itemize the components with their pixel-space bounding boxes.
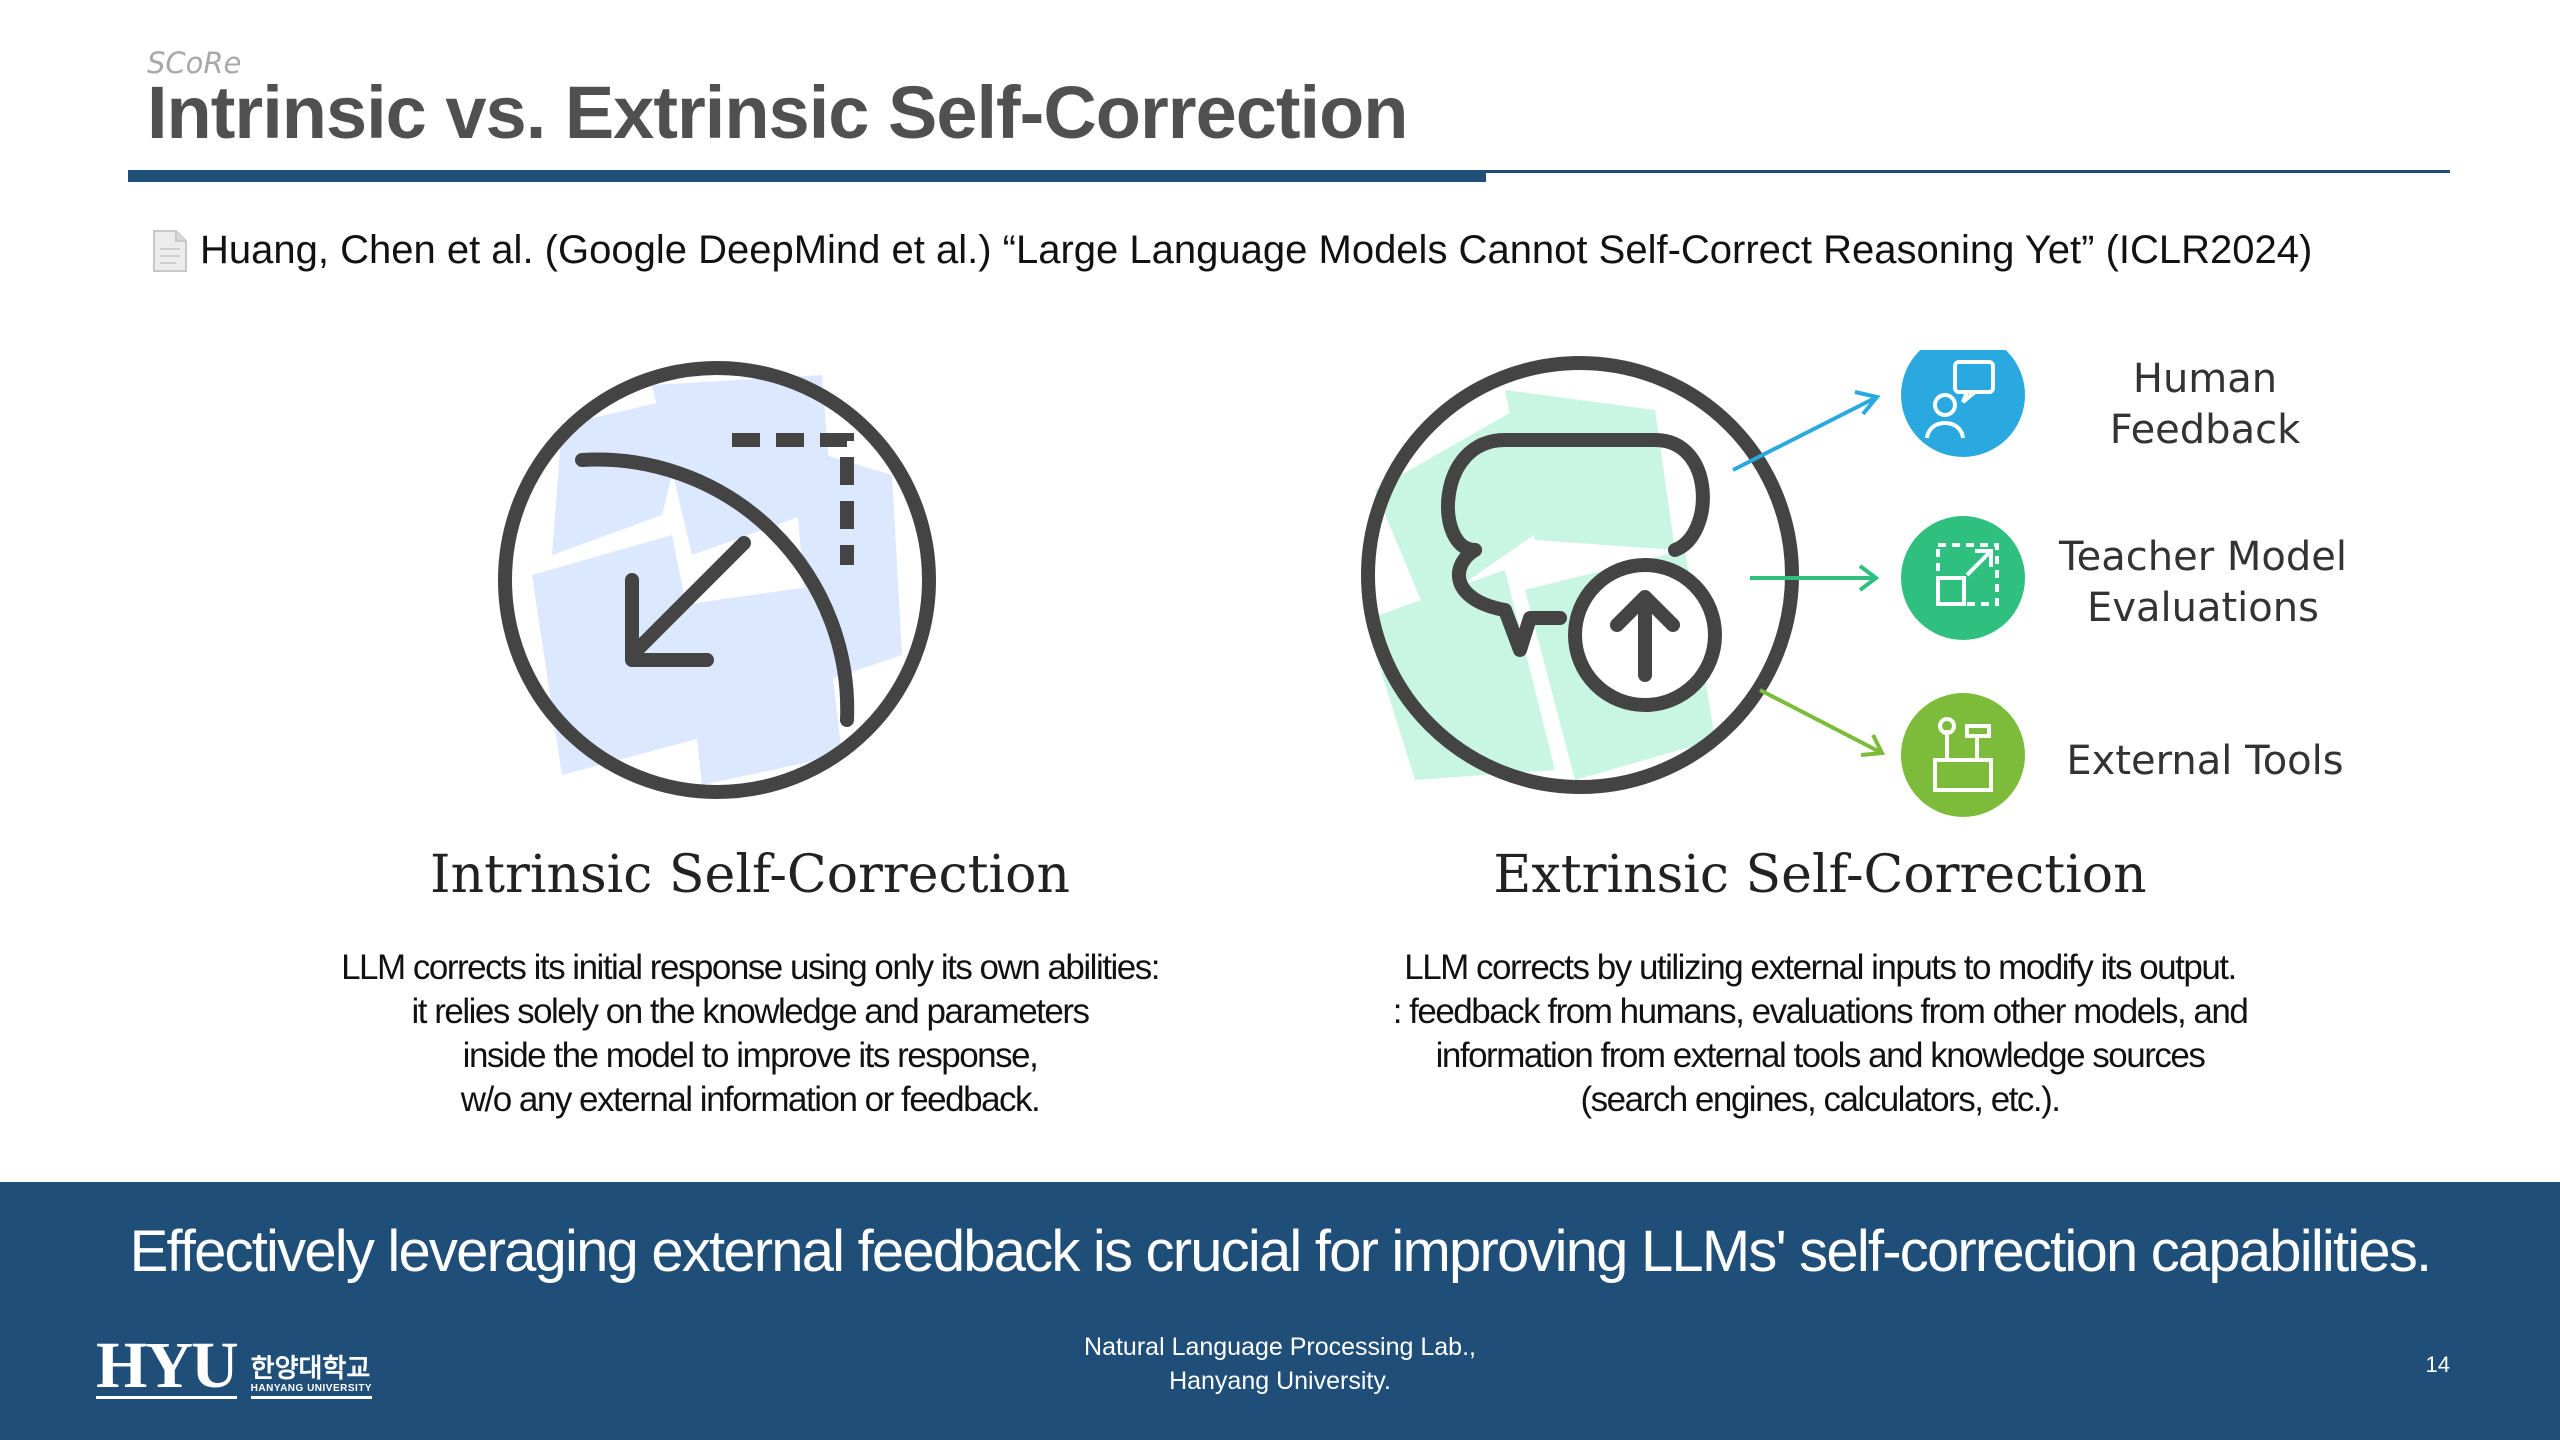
extrinsic-desc-line: information from external tools and know… bbox=[1435, 1036, 2206, 1075]
intrinsic-description: LLM corrects its initial response using … bbox=[250, 946, 1250, 1122]
arrow-down-left-icon bbox=[498, 361, 936, 799]
expand-icon bbox=[1901, 516, 2025, 640]
source-label-line: Teacher Model bbox=[2058, 534, 2347, 580]
extrinsic-desc-line: (search engines, calculators, etc.). bbox=[1580, 1080, 2061, 1119]
source-label-line: External Tools bbox=[2066, 738, 2343, 784]
university-logo: HYU 한양대학교 HANYANG UNIVERSITY bbox=[96, 1329, 373, 1402]
extrinsic-source-labels: Human Feedback Teacher Model Evaluations… bbox=[2058, 356, 2347, 784]
source-label-line: Feedback bbox=[2110, 407, 2301, 453]
chat-bubble-upload-icon bbox=[1361, 356, 1799, 794]
citation-line: Huang, Chen et al. (Google DeepMind et a… bbox=[152, 228, 2312, 273]
footer-band bbox=[0, 1182, 2560, 1440]
title-underline-thin bbox=[1486, 170, 2450, 173]
page-number: 14 bbox=[2425, 1352, 2450, 1377]
extrinsic-desc-line: : feedback from humans, evaluations from… bbox=[1392, 992, 2249, 1031]
logo-english-name: HANYANG UNIVERSITY bbox=[250, 1383, 373, 1394]
intrinsic-desc-line: w/o any external information or feedback… bbox=[460, 1080, 1041, 1119]
logo-wordmark: HYU bbox=[96, 1329, 239, 1402]
lab-credit: Natural Language Processing Lab., Hanyan… bbox=[980, 1330, 1580, 1398]
intrinsic-desc-line: LLM corrects its initial response using … bbox=[341, 948, 1160, 987]
lab-line: Natural Language Processing Lab., bbox=[1084, 1333, 1476, 1361]
intrinsic-desc-line: inside the model to improve its response… bbox=[462, 1036, 1039, 1075]
intrinsic-title: Intrinsic Self-Correction bbox=[430, 845, 1070, 905]
extrinsic-title: Extrinsic Self-Correction bbox=[1493, 845, 2147, 905]
connector-arrows bbox=[1732, 390, 1886, 757]
title-underline-thick bbox=[128, 170, 1486, 182]
citation-text: Huang, Chen et al. (Google DeepMind et a… bbox=[200, 228, 2313, 272]
intrinsic-desc-line: it relies solely on the knowledge and pa… bbox=[411, 992, 1090, 1031]
source-label-line: Evaluations bbox=[2087, 585, 2319, 631]
source-label-line: Human bbox=[2133, 356, 2277, 402]
toolbox-icon bbox=[1901, 693, 2025, 817]
section-tag: SCoRe bbox=[147, 46, 242, 80]
logo-korean-block: 한양대학교 HANYANG UNIVERSITY bbox=[250, 1353, 373, 1399]
extrinsic-diagram: Human Feedback Teacher Model Evaluations… bbox=[1361, 350, 2347, 817]
document-icon bbox=[152, 229, 188, 273]
extrinsic-description: LLM corrects by utilizing external input… bbox=[1320, 946, 2320, 1122]
human-feedback-icon bbox=[1901, 350, 2025, 457]
extrinsic-desc-line: LLM corrects by utilizing external input… bbox=[1404, 948, 2237, 987]
takeaway-statement: Effectively leveraging external feedback… bbox=[129, 1219, 2433, 1284]
slide-title: Intrinsic vs. Extrinsic Self-Correction bbox=[147, 71, 1408, 154]
lab-line: Hanyang University. bbox=[1169, 1367, 1391, 1395]
logo-korean-name: 한양대학교 bbox=[250, 1353, 371, 1383]
